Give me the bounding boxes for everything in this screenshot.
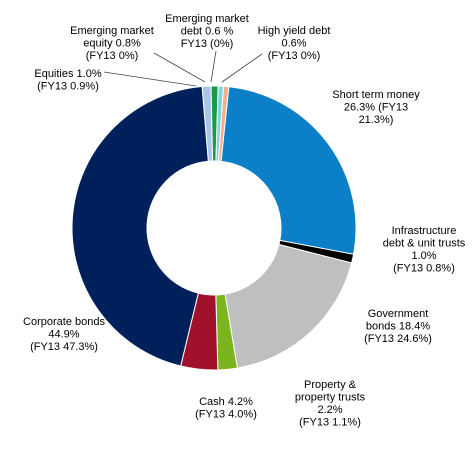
data-label: Emerging market equity 0.8% (FY13 0%)	[70, 25, 154, 62]
leader-line	[103, 71, 197, 87]
leader-line	[210, 50, 217, 83]
leader-line	[221, 53, 263, 83]
data-label: Government bonds 18.4% (FY13 24.6%)	[364, 308, 432, 345]
data-label: Short term money 26.3% (FY13 21.3%)	[332, 89, 420, 126]
leader-line	[153, 52, 206, 83]
slice-high-yield-debt	[217, 85, 230, 162]
data-label: Equities 1.0% (FY13 0.9%)	[34, 68, 101, 93]
data-label: Cash 4.2% (FY13 4.0%)	[195, 396, 257, 421]
data-label: Corporate bonds 44.9% (FY13 47.3%)	[23, 316, 105, 353]
slice-government-bonds	[224, 243, 353, 369]
slice-corporate-bonds	[71, 85, 209, 367]
data-label: Infrastructure debt & unit trusts 1.0% (FY1…	[383, 225, 466, 275]
data-label: High yield debt 0.6% (FY13 0%)	[258, 25, 331, 62]
slice-short-term-money	[220, 86, 357, 255]
data-label: Property & property trusts 2.2% (FY13 1.1%)	[295, 379, 366, 429]
data-label: Emerging market debt 0.6 % FY13 (0%)	[165, 13, 249, 50]
